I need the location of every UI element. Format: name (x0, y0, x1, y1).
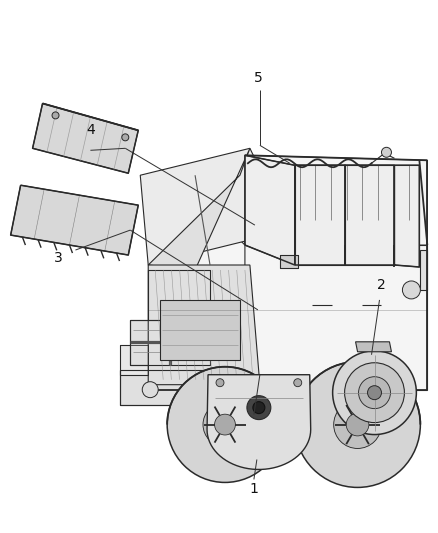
Circle shape (346, 413, 369, 436)
Polygon shape (356, 342, 392, 352)
Polygon shape (245, 155, 295, 265)
Text: 4: 4 (86, 123, 95, 138)
Text: 5: 5 (254, 71, 262, 85)
Circle shape (367, 386, 381, 400)
Polygon shape (11, 185, 138, 255)
Polygon shape (148, 200, 245, 390)
Polygon shape (148, 265, 260, 385)
Circle shape (332, 351, 417, 434)
Polygon shape (130, 320, 210, 365)
Polygon shape (120, 345, 148, 375)
Polygon shape (245, 155, 427, 245)
Circle shape (216, 379, 224, 386)
Polygon shape (130, 370, 220, 390)
Text: 3: 3 (54, 251, 63, 265)
Polygon shape (148, 270, 210, 320)
Circle shape (142, 382, 158, 398)
Circle shape (52, 112, 59, 119)
Circle shape (359, 377, 390, 409)
Circle shape (295, 362, 420, 487)
Circle shape (247, 395, 271, 419)
Polygon shape (395, 165, 419, 267)
Circle shape (122, 134, 129, 141)
Polygon shape (280, 255, 298, 268)
Circle shape (345, 363, 404, 423)
Polygon shape (32, 103, 138, 173)
Polygon shape (295, 165, 345, 265)
Circle shape (294, 379, 302, 386)
Polygon shape (140, 148, 290, 265)
Polygon shape (148, 148, 250, 270)
Polygon shape (160, 300, 240, 360)
Circle shape (167, 367, 283, 482)
Circle shape (334, 401, 381, 448)
Circle shape (381, 147, 392, 157)
Polygon shape (200, 390, 395, 405)
Circle shape (253, 402, 265, 414)
Text: 2: 2 (377, 278, 386, 292)
Circle shape (203, 402, 247, 447)
Polygon shape (420, 250, 427, 290)
Text: 1: 1 (250, 482, 258, 496)
Circle shape (215, 414, 235, 435)
Circle shape (403, 281, 420, 299)
Polygon shape (345, 165, 395, 265)
Polygon shape (148, 245, 427, 390)
Polygon shape (207, 375, 311, 470)
Polygon shape (120, 370, 210, 405)
